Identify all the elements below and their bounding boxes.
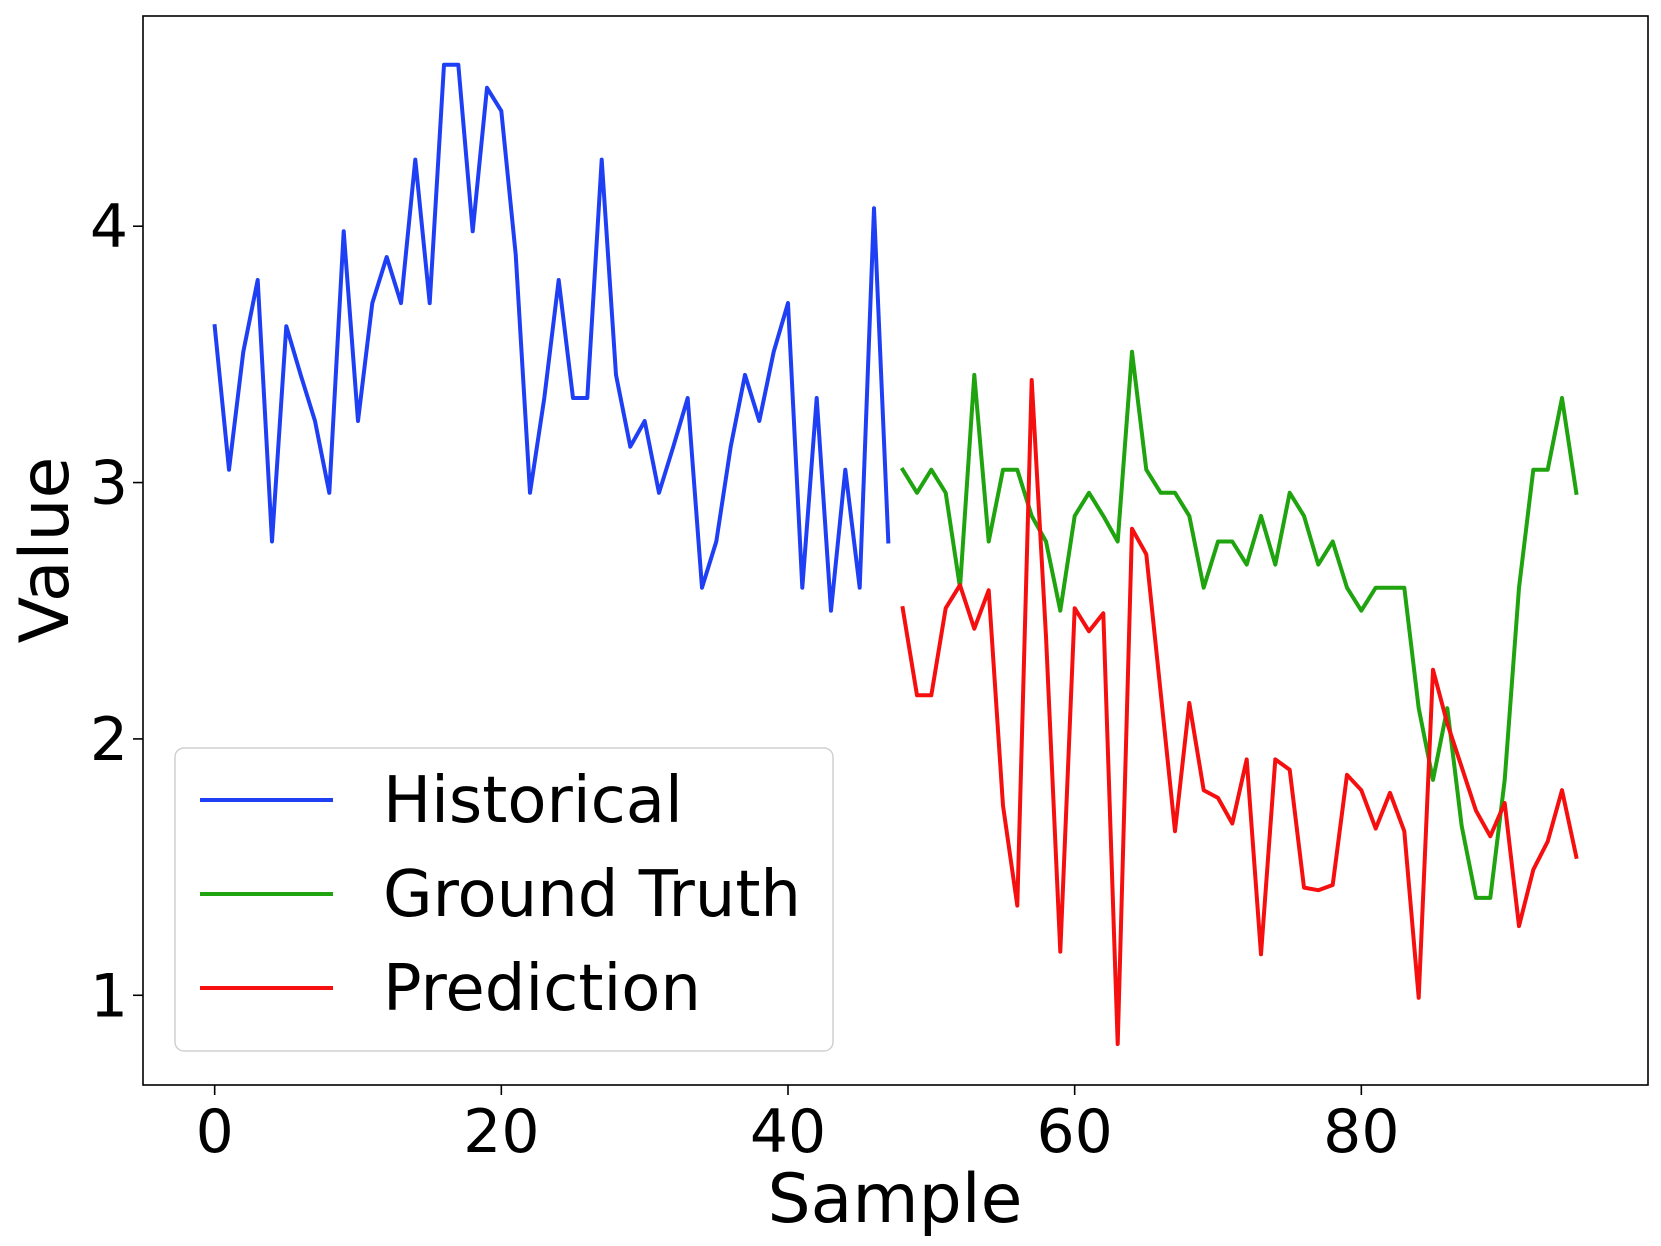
series-line-historical <box>212 62 891 613</box>
y-tick-label: 2 <box>90 705 128 775</box>
y-axis-label: Value <box>6 457 85 644</box>
y-tick-label: 1 <box>90 961 128 1031</box>
plot-area-frame <box>142 15 1649 1086</box>
x-axis-label: Sample <box>768 1160 1023 1239</box>
y-axis-ticks: 1 2 3 4 <box>90 192 143 1031</box>
x-axis-ticks: 0 20 40 60 80 <box>196 1085 1400 1167</box>
series-line-ground-truth <box>899 349 1579 900</box>
series-line-prediction <box>900 378 1579 1046</box>
x-tick-label: 40 <box>750 1097 826 1167</box>
x-tick-label: 60 <box>1036 1097 1112 1167</box>
series-layer <box>212 62 1579 1046</box>
legend-box <box>174 747 834 1052</box>
legend-label-historical: Historical <box>383 764 683 838</box>
x-tick-label: 0 <box>196 1097 234 1167</box>
x-tick-label: 80 <box>1323 1097 1399 1167</box>
y-tick-label: 4 <box>90 192 128 262</box>
legend: Historical Ground Truth Prediction <box>174 747 834 1052</box>
legend-label-ground-truth: Ground Truth <box>383 858 801 932</box>
legend-label-prediction: Prediction <box>383 952 701 1026</box>
x-tick-label: 20 <box>463 1097 539 1167</box>
y-tick-label: 3 <box>90 449 128 519</box>
